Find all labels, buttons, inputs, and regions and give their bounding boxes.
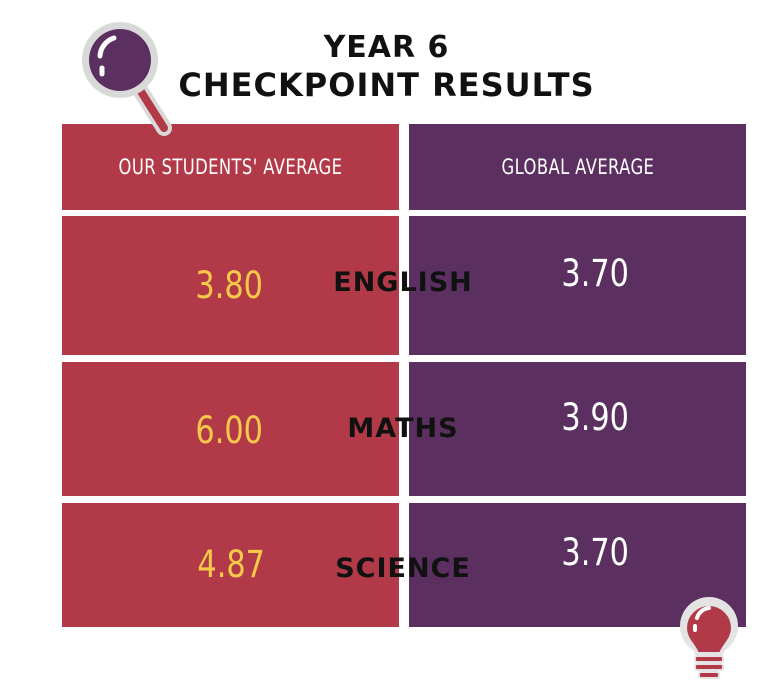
english-global-value: 3.70 — [561, 252, 629, 295]
table-row-english-ours: 3.80 — [62, 216, 399, 355]
table-row-english-global: 3.70 — [409, 216, 746, 355]
header-our-students: OUR STUDENTS' AVERAGE — [62, 124, 399, 210]
header-global: GLOBAL AVERAGE — [409, 124, 746, 210]
table-row-maths-global: 3.90 — [409, 362, 746, 496]
header-our-students-label: OUR STUDENTS' AVERAGE — [118, 155, 343, 179]
lightbulb-icon — [675, 596, 745, 682]
page-title-line-1: YEAR 6 — [323, 30, 450, 65]
maths-global-value: 3.90 — [561, 396, 629, 439]
maths-ours-value: 6.00 — [195, 409, 263, 452]
english-ours-value: 3.80 — [195, 264, 263, 307]
page-title-line-2: CHECKPOINT RESULTS — [178, 66, 595, 104]
subject-label-english: ENGLISH — [333, 267, 473, 298]
header-global-label: GLOBAL AVERAGE — [501, 155, 654, 179]
table-row-science-ours: 4.87 — [62, 503, 399, 627]
science-global-value: 3.70 — [561, 531, 629, 574]
science-ours-value: 4.87 — [197, 543, 265, 586]
subject-label-science: SCIENCE — [335, 553, 471, 584]
magnifying-glass-icon — [78, 18, 178, 138]
table-row-maths-ours: 6.00 — [62, 362, 399, 496]
subject-label-maths: MATHS — [347, 413, 459, 444]
